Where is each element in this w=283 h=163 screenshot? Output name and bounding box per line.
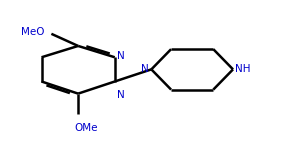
Text: OMe: OMe [75,123,98,133]
Text: NH: NH [235,64,250,74]
Text: N: N [117,52,125,61]
Text: N: N [141,64,149,74]
Text: MeO: MeO [21,27,44,37]
Text: N: N [117,90,125,100]
